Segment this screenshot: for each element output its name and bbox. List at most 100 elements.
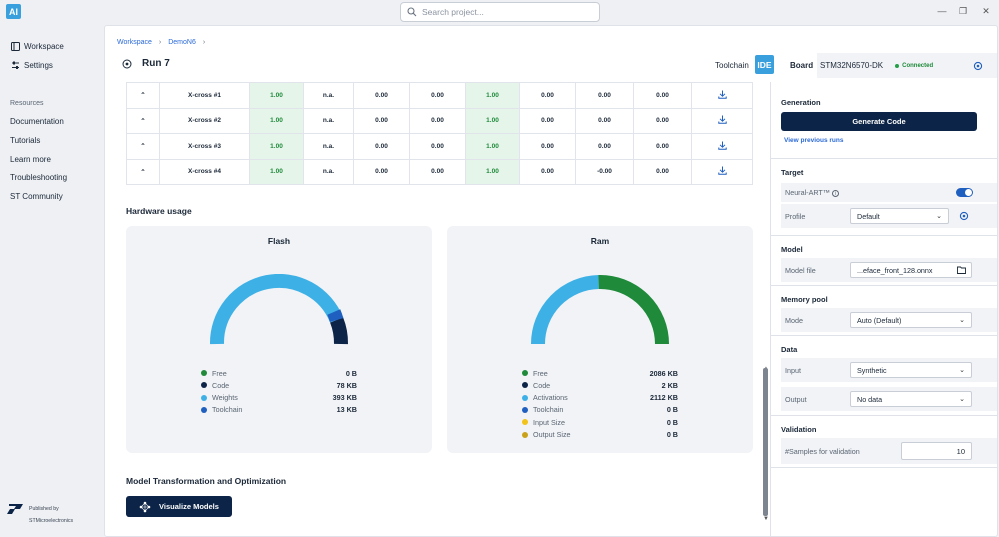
legend-item: Toolchain 0 B [522,404,678,416]
view-previous-runs-link[interactable]: View previous runs [784,137,844,144]
minimize-button[interactable]: — [937,6,947,16]
sidebar-item-label: Settings [24,60,53,70]
legend-swatch-icon [201,370,207,376]
search-icon [407,7,417,17]
table-cell: 0.00 [353,82,410,109]
expand-chevron-icon[interactable]: ⌃ [126,107,160,134]
profile-label: Profile [785,211,806,221]
mode-select[interactable]: Auto (Default) ⌄ [850,312,972,328]
visualize-models-button[interactable]: Visualize Models [126,496,232,517]
neural-art-label: Neural-ART™ i [785,188,839,197]
legend-value: 2112 KB [650,393,678,403]
table-cell: 0.00 [633,107,692,134]
close-button[interactable]: ✕ [982,5,990,16]
board-name: STM32N6570-DK [820,61,884,70]
legend-label: Weights [212,393,238,403]
table-cell: 1.00 [465,107,520,134]
table-cell: 0.00 [519,107,576,134]
expand-chevron-icon[interactable]: ⌃ [126,158,160,185]
table-cell: 0.00 [409,158,466,185]
legend-swatch-icon [522,370,528,376]
profile-select[interactable]: Default ⌄ [850,208,949,224]
validation-title: Validation [781,425,817,434]
table-cell: 1.00 [465,133,520,160]
sidebar-item-settings[interactable]: Settings [10,60,53,70]
generation-title: Generation [781,98,821,107]
output-row: Output No data ⌄ [781,387,997,411]
main-panel: Workspace › DemoN6 › Run 7 Toolchain IDE… [104,25,998,537]
scrollbar-thumb[interactable] [763,368,768,516]
table-cell: -0.00 [575,158,634,185]
mode-label: Mode [785,315,803,325]
folder-icon[interactable] [957,266,966,274]
scroll-down-arrow-icon[interactable]: ▼ [763,516,769,522]
generate-code-button[interactable]: Generate Code [781,112,977,131]
neural-art-toggle[interactable] [956,188,973,197]
status-badge: Connected [895,63,933,69]
legend-item: Free 2086 KB [522,367,678,379]
model-file-input[interactable]: ...eface_front_128.onnx [850,262,972,278]
expand-chevron-icon[interactable]: ⌃ [126,82,160,109]
legend-swatch-icon [522,394,528,401]
sidebar-link-st-community[interactable]: ST Community [10,192,63,201]
neural-art-text: Neural-ART™ [785,188,830,197]
input-row: Input Synthetic ⌄ [781,358,997,382]
target-icon [122,59,132,68]
board-settings-icon[interactable] [973,61,983,71]
legend-label: Input Size [533,417,565,427]
expand-chevron-icon[interactable]: ⌃ [126,133,160,160]
download-icon[interactable] [691,158,753,185]
toolchain-ide-button[interactable]: IDE [755,55,774,74]
legend-item: Free 0 B [201,367,357,379]
legend-swatch-icon [201,406,207,413]
legend-item: Input Size 0 B [522,416,678,428]
sidebar-link-documentation[interactable]: Documentation [10,117,64,126]
info-icon[interactable]: i [832,189,839,197]
search-box[interactable] [400,2,600,22]
sidebar-item-workspace[interactable]: Workspace [10,41,64,51]
legend-value: 0 B [666,405,678,415]
breadcrumb-project[interactable]: DemoN6 [168,39,196,46]
profile-settings-icon[interactable] [959,211,969,221]
table-cell: 0.00 [519,82,576,109]
transform-title: Model Transformation and Optimization [126,476,287,486]
output-select[interactable]: No data ⌄ [850,391,972,407]
download-icon[interactable] [691,82,753,109]
table-cell: 0.00 [633,82,692,109]
toolchain-label: Toolchain [715,61,749,70]
chevron-down-icon: ⌄ [959,396,965,403]
breadcrumb-workspace[interactable]: Workspace [117,39,152,46]
published-by-text: Published by [29,506,59,512]
table-cell: 0.00 [409,133,466,160]
memory-pool-title: Memory pool [781,295,828,304]
input-select[interactable]: Synthetic ⌄ [850,362,972,378]
search-input[interactable] [422,7,592,17]
toggle-knob [965,189,972,196]
restore-button[interactable]: ❐ [958,5,968,16]
content-scrollbar[interactable]: ▲ ▼ [762,82,770,526]
board-selector[interactable]: STM32N6570-DK Connected [817,53,997,78]
sidebar-link-tutorials[interactable]: Tutorials [10,136,41,145]
legend-item: Code 2 KB [522,379,678,391]
download-icon[interactable] [691,107,753,134]
legend-value: 0 B [666,417,678,427]
table-cell: n.a. [303,107,354,134]
legend-swatch-icon [522,382,528,389]
config-panel: Generation Generate Code View previous r… [770,82,997,536]
model-file-label: Model file [785,265,816,275]
sidebar-link-learn-more[interactable]: Learn more [10,155,51,164]
legend-label: Toolchain [533,405,564,415]
table-cell: 1.00 [249,82,304,109]
download-icon[interactable] [691,133,753,160]
ram-gauge [531,274,669,345]
chevron-right-icon: › [202,39,206,46]
samples-input[interactable]: 10 [901,442,972,460]
sidebar-link-troubleshooting[interactable]: Troubleshooting [10,173,68,182]
legend-item: Toolchain 13 KB [201,404,357,416]
table-row: ⌃ X-cross #1 1.00 n.a. 0.00 0.00 1.00 0.00 0.00 0… [126,82,753,109]
table-cell: 1.00 [465,158,520,185]
xcross-table: ⌃ X-cross #1 1.00 n.a. 0.00 0.00 1.00 0.00 0.00 0… [126,82,753,185]
board-label: Board [790,61,814,70]
legend-value: 2 KB [661,380,678,390]
table-cell: n.a. [303,158,354,185]
